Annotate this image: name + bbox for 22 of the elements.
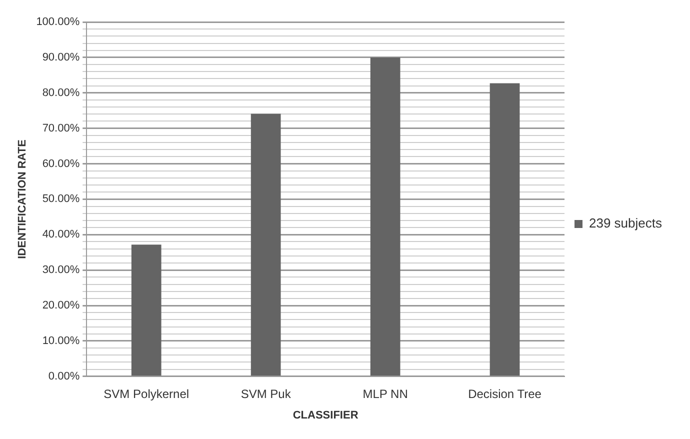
x-tick-label: SVM Polykernel <box>104 386 190 401</box>
y-tick-label: 10.00% <box>42 334 80 347</box>
y-tick-label: 90.00% <box>42 51 80 64</box>
bar <box>490 83 520 376</box>
x-axis-title: CLASSIFIER <box>292 409 358 422</box>
legend-label: 239 subjects <box>589 216 662 231</box>
y-tick-label: 60.00% <box>42 158 80 170</box>
bar <box>250 114 281 376</box>
y-tick-label: 80.00% <box>42 86 80 99</box>
y-tick-label: 40.00% <box>42 228 80 241</box>
y-tick-label: 20.00% <box>42 300 80 312</box>
y-tick-label: 70.00% <box>42 122 80 134</box>
y-axis-title: IDENTIFICATION RATE <box>16 140 29 259</box>
bar <box>131 244 162 376</box>
bar <box>370 57 400 376</box>
x-tick-label: MLP NN <box>362 386 408 401</box>
y-tick-label: 100.00% <box>36 16 80 28</box>
x-tick-label: Decision Tree <box>468 386 542 401</box>
y-tick-label: 0.00% <box>48 370 80 382</box>
x-tick-label: SVM Puk <box>240 386 292 401</box>
y-tick-label: 50.00% <box>42 193 80 206</box>
y-tick-label: 30.00% <box>42 264 80 276</box>
